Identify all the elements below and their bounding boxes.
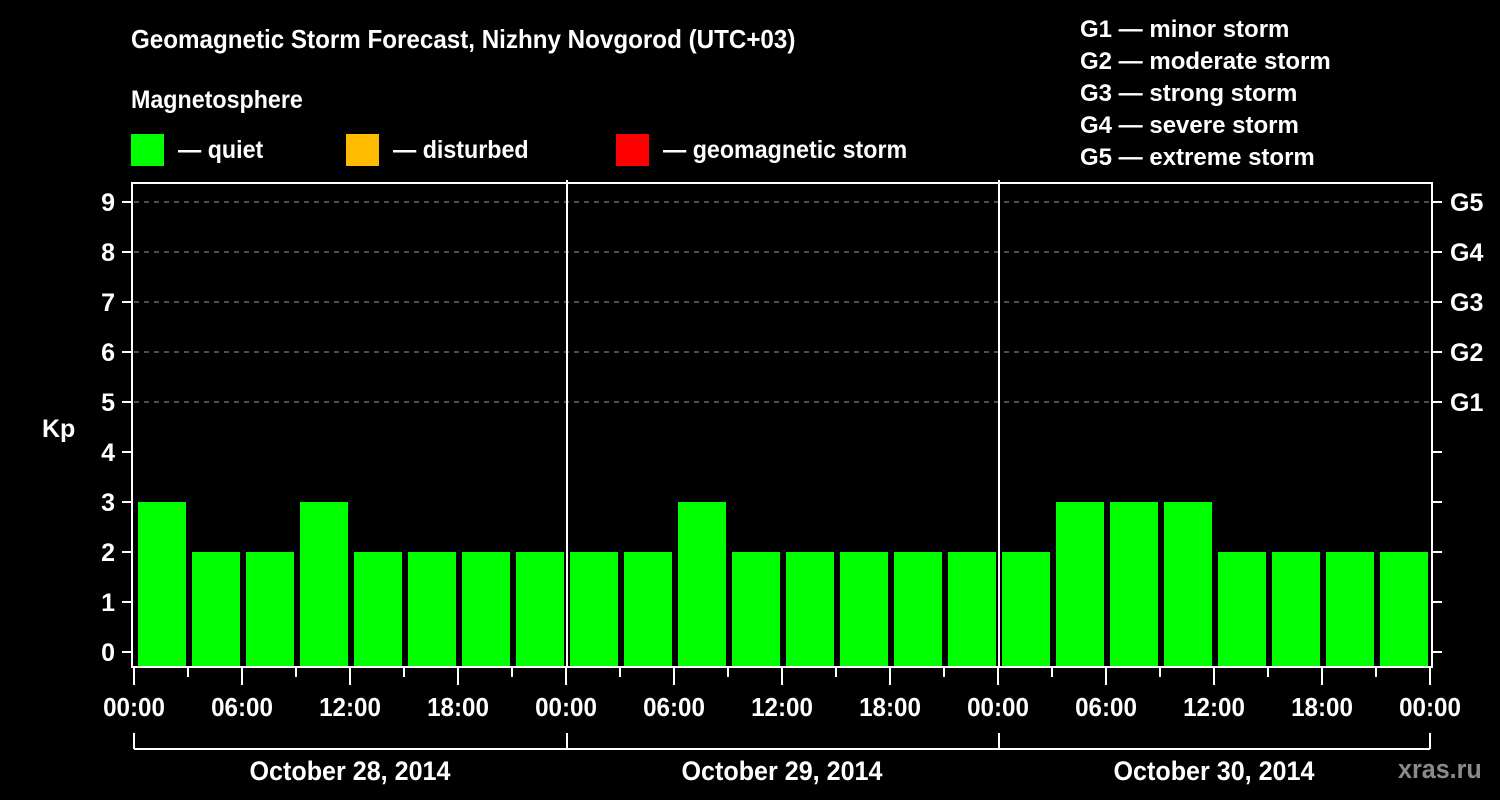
y-tick-label: 5: [101, 389, 115, 417]
x-tick-label: 12:00: [1183, 693, 1245, 722]
storm-scale-g1: G1 — minor storm: [1080, 16, 1290, 43]
kp-bar: [246, 552, 294, 667]
g-scale-label: G1: [1450, 389, 1483, 417]
kp-bar: [1272, 552, 1320, 667]
x-tick-label: 18:00: [1291, 693, 1353, 722]
watermark: xras.ru: [1398, 754, 1482, 784]
y-tick-label: 9: [101, 189, 115, 217]
y-axis: 0 1 2 3 4 5 6 7 8 9 Kp: [42, 189, 132, 667]
x-tick-label: 00:00: [967, 693, 1029, 722]
legend-swatch-disturbed: [346, 134, 379, 166]
legend-swatch-storm: [616, 134, 649, 166]
legend-label-storm: — geomagnetic storm: [663, 135, 908, 164]
g-scale-label: G2: [1450, 339, 1483, 367]
y-tick-label: 3: [101, 489, 115, 517]
legend-label-quiet: — quiet: [178, 135, 264, 164]
x-tick-label: 06:00: [1075, 693, 1137, 722]
y-tick-label: 6: [101, 339, 115, 367]
kp-bar: [840, 552, 888, 667]
kp-bar: [192, 552, 240, 667]
kp-bar: [1380, 552, 1428, 667]
kp-bar: [408, 552, 456, 667]
g-scale-label: G5: [1450, 189, 1483, 217]
legend-item-quiet: — quiet: [131, 134, 270, 166]
y-tick-label: 1: [101, 589, 115, 617]
x-tick-label: 00:00: [535, 693, 597, 722]
x-tick-label: 06:00: [643, 693, 705, 722]
x-axis: 00:00 06:00 12:00 18:00 00:00 06:00 12:00 18:00…: [103, 667, 1461, 722]
day-label: October 28, 2014: [250, 755, 451, 786]
kp-bar: [1218, 552, 1266, 667]
y-tick-label: 4: [101, 439, 115, 467]
kp-bar: [300, 502, 348, 667]
x-tick-label: 18:00: [427, 693, 489, 722]
legend-item-disturbed: — disturbed: [346, 134, 539, 166]
kp-bar: [948, 552, 996, 667]
storm-scale-g4: G4 — severe storm: [1080, 112, 1299, 139]
kp-bar: [570, 552, 618, 667]
kp-bar: [678, 502, 726, 667]
bars: [138, 502, 1428, 667]
kp-bar: [354, 552, 402, 667]
y-tick-label: 7: [101, 289, 115, 317]
kp-bar: [1326, 552, 1374, 667]
legend-label-disturbed: — disturbed: [393, 135, 529, 164]
kp-bar: [732, 552, 780, 667]
kp-bar: [894, 552, 942, 667]
right-axis: G1 G2 G3 G4 G5: [1432, 189, 1483, 653]
storm-scale-legend: G1 — minor storm G2 — moderate storm G3 …: [1080, 14, 1331, 174]
kp-bar: [462, 552, 510, 667]
kp-bar: [1164, 502, 1212, 667]
day-labels: October 28, 2014 October 29, 2014 October …: [133, 733, 1431, 786]
day-label: October 30, 2014: [1114, 755, 1315, 786]
kp-bar: [1056, 502, 1104, 667]
y-tick-label: 0: [101, 639, 115, 667]
chart-subtitle: Magnetosphere: [131, 86, 303, 114]
x-tick-label: 00:00: [1399, 693, 1461, 722]
g-scale-label: G3: [1450, 289, 1483, 317]
grid-lines: [134, 201, 1433, 403]
kp-bar: [138, 502, 186, 667]
kp-bar: [1110, 502, 1158, 667]
x-tick-label: 00:00: [103, 693, 165, 722]
y-tick-label: 8: [101, 239, 115, 267]
legend-swatch-quiet: [131, 134, 164, 166]
y-tick-label: 2: [101, 539, 115, 567]
kp-bar: [1002, 552, 1050, 667]
chart-title: Geomagnetic Storm Forecast, Nizhny Novgo…: [131, 24, 796, 54]
kp-bar: [786, 552, 834, 667]
legend-item-storm: — geomagnetic storm: [616, 134, 926, 166]
y-axis-label: Kp: [42, 415, 75, 443]
day-label: October 29, 2014: [682, 755, 883, 786]
x-tick-label: 12:00: [751, 693, 813, 722]
storm-scale-g5: G5 — extreme storm: [1080, 144, 1315, 171]
storm-scale-g3: G3 — strong storm: [1080, 80, 1298, 107]
x-tick-label: 18:00: [859, 693, 921, 722]
x-tick-label: 06:00: [211, 693, 273, 722]
storm-scale-g2: G2 — moderate storm: [1080, 48, 1331, 75]
kp-bar: [516, 552, 564, 667]
x-tick-label: 12:00: [319, 693, 381, 722]
g-scale-label: G4: [1450, 239, 1483, 267]
kp-bar: [624, 552, 672, 667]
